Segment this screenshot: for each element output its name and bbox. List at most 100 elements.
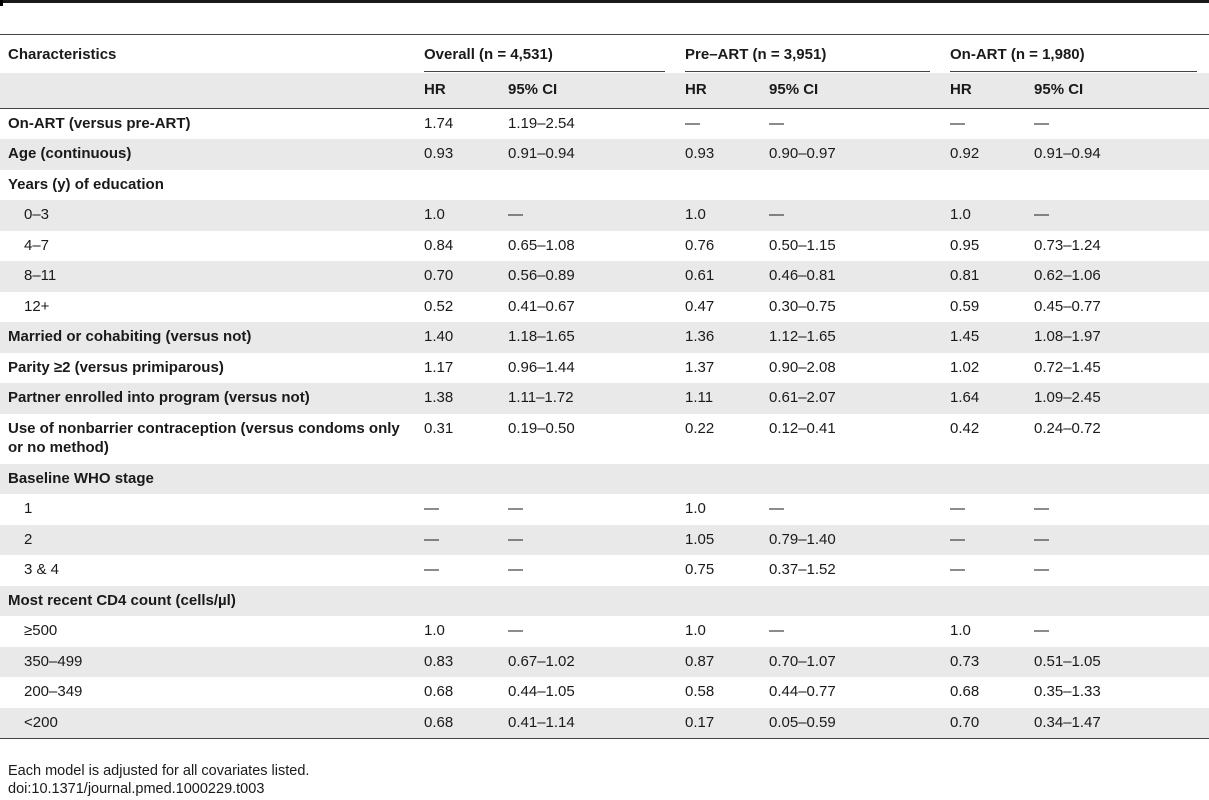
cell-hr-overall: — [416, 524, 500, 555]
row-label: 200–349 [24, 683, 83, 700]
cell-ci-on-art: 0.73–1.24 [1034, 236, 1101, 254]
table-row: Use of nonbarrier contraception (versus … [0, 414, 1209, 464]
cell-ci-on-art [1026, 463, 1209, 494]
header-ci-on-art: 95% CI [1026, 72, 1209, 109]
table-row: Age (continuous) 0.93 0.91–0.94 0.93 0.90–0.… [0, 139, 1209, 170]
cell-hr-pre-art: 1.05 [677, 524, 762, 555]
cell-hr-pre-art: 1.36 [677, 322, 762, 353]
table-row: 4–7 0.84 0.65–1.08 0.76 0.50–1.15 0.95 0.73–1.… [0, 231, 1209, 262]
table-row: 2— —1.05 0.79–1.40— — [0, 524, 1209, 555]
cell-ci-overall: 0.19–0.50 [508, 419, 575, 437]
table-body: On-ART (versus pre-ART) 1.74 1.19–2.54— — — —… [0, 109, 1209, 739]
cell-ci-pre-art: 0.90–0.97 [761, 139, 943, 170]
cell-ci-pre-art [761, 463, 943, 494]
cell-hr-on-art: 0.92 [942, 139, 1027, 170]
cell-hr-pre-art: 0.47 [685, 297, 715, 315]
cell-ci-on-art: 0.34–1.47 [1026, 707, 1209, 739]
cell-ci-overall: 0.44–1.05 [508, 683, 575, 700]
cell-hr-pre-art: 1.11 [677, 383, 762, 414]
cell-hr-on-art: 1.0 [950, 622, 971, 639]
cell-hr-pre-art: 0.87 [677, 646, 762, 677]
header-hr-pre-art: HR [677, 72, 762, 109]
header-group-pre-art-label: Pre–ART (n = 3,951) [685, 45, 931, 72]
cell-ci-on-art [1026, 170, 1209, 201]
table-header-row-subcols: HR 95% CI HR 95% CI HR 95% CI [0, 72, 1209, 109]
table-row: Baseline WHO stage [0, 463, 1209, 494]
table-header-row-groups: Characteristics Overall (n = 4,531) Pre–… [0, 34, 1209, 73]
cell-ci-on-art: 0.51–1.05 [1026, 646, 1209, 677]
cell-ci-overall: 0.41–0.67 [508, 297, 575, 315]
cell-ci-pre-art: — [769, 115, 785, 132]
table-row: Most recent CD4 count (cells/µl) [0, 585, 1209, 616]
cell-ci-overall: — [508, 622, 523, 639]
cell-ci-on-art: 0.24–0.72 [1034, 419, 1101, 437]
header-group-pre-art: Pre–ART (n = 3,951) [677, 34, 943, 73]
cell-ci-pre-art: 0.50–1.15 [769, 236, 836, 254]
cell-hr-pre-art: 1.0 [677, 200, 762, 231]
cell-hr-pre-art: 0.93 [677, 139, 762, 170]
cell-hr-overall: — [424, 500, 439, 517]
cell-hr-overall: 1.17 [424, 358, 454, 376]
cell-ci-on-art [1026, 585, 1209, 616]
row-label: Years (y) of education [8, 175, 164, 193]
cell-ci-pre-art: 0.46–0.81 [761, 261, 943, 292]
row-label: <200 [0, 707, 416, 739]
cell-ci-overall: 0.56–0.89 [500, 261, 678, 292]
cell-hr-pre-art: 1.0 [685, 622, 706, 639]
table-row: Partner enrolled into program (versus no… [0, 383, 1209, 414]
table-footnote: Each model is adjusted for all covariate… [8, 763, 310, 779]
cell-hr-pre-art: 1.0 [685, 500, 706, 517]
cell-ci-pre-art: — [769, 622, 785, 639]
cell-hr-pre-art [677, 170, 761, 201]
cell-hr-overall: 0.93 [416, 139, 500, 170]
row-label: 1 [24, 500, 33, 517]
table-row: Parity ≥2 (versus primiparous) 1.17 0.96–1… [0, 353, 1209, 384]
cell-ci-on-art: 0.35–1.33 [1034, 683, 1101, 700]
cell-ci-on-art: — [1026, 200, 1209, 231]
cell-hr-overall: 0.31 [424, 419, 454, 437]
cell-ci-pre-art: 0.30–0.75 [769, 297, 836, 315]
cell-ci-overall: 0.96–1.44 [508, 358, 575, 376]
header-blank [0, 72, 416, 109]
header-ci-pre-art: 95% CI [761, 72, 943, 109]
table-row: ≥500 1.0 — 1.0 — 1.0 — [0, 616, 1209, 647]
row-label: Age (continuous) [0, 139, 416, 170]
cell-hr-overall: 1.0 [416, 200, 500, 231]
cell-hr-on-art: — [942, 524, 1027, 555]
header-group-on-art: On-ART (n = 1,980) [942, 34, 1209, 73]
cell-ci-overall: 1.19–2.54 [508, 115, 575, 132]
cell-hr-pre-art: 0.58 [685, 683, 715, 700]
cell-hr-pre-art: 0.61 [677, 261, 762, 292]
row-label: Married or cohabiting (versus not) [0, 322, 416, 353]
header-group-on-art-label: On-ART (n = 1,980) [950, 45, 1198, 72]
cell-hr-overall: 1.38 [416, 383, 500, 414]
cell-hr-pre-art [677, 463, 762, 494]
cell-ci-overall: 0.41–1.14 [500, 707, 678, 739]
row-label: 3 & 4 [24, 561, 60, 578]
cell-ci-pre-art: 0.44–0.77 [769, 683, 836, 700]
header-characteristics: Characteristics [0, 34, 416, 73]
cell-hr-overall: 0.52 [424, 297, 454, 315]
cell-ci-pre-art: 0.12–0.41 [769, 419, 836, 437]
table-row: 8–11 0.70 0.56–0.89 0.61 0.46–0.81 0.81 0.62–1… [0, 261, 1209, 292]
row-label: Partner enrolled into program (versus no… [0, 383, 416, 414]
cell-hr-on-art: — [950, 500, 966, 517]
row-label: On-ART (versus pre-ART) [8, 115, 191, 132]
cell-hr-on-art: 0.59 [950, 297, 980, 315]
cell-ci-on-art: — [1034, 115, 1050, 132]
cell-ci-overall: — [508, 561, 523, 578]
cell-ci-overall [500, 170, 677, 201]
cell-hr-on-art: 0.68 [950, 683, 980, 700]
hazard-ratio-table: Characteristics Overall (n = 4,531) Pre–… [0, 34, 1209, 739]
cell-hr-pre-art: 1.37 [685, 358, 715, 376]
table-row: Married or cohabiting (versus not) 1.40 1.… [0, 322, 1209, 353]
table-row: <200 0.68 0.41–1.14 0.17 0.05–0.59 0.70 0.34–1… [0, 707, 1209, 739]
row-label: Use of nonbarrier contraception (versus … [8, 419, 400, 456]
row-label: 12+ [24, 297, 50, 315]
top-rule [0, 0, 1209, 3]
cell-hr-pre-art: — [685, 115, 701, 132]
cell-hr-on-art: 1.02 [950, 358, 980, 376]
cell-ci-pre-art: — [769, 500, 785, 517]
table-row: On-ART (versus pre-ART) 1.74 1.19–2.54 — — — — [0, 109, 1209, 140]
cell-ci-pre-art [761, 170, 942, 201]
